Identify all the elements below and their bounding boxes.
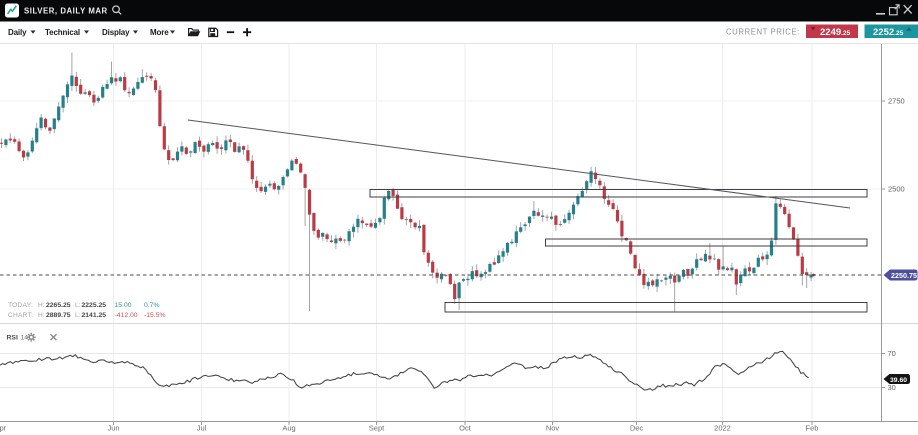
svg-text:SILVER, DAILY MAR: SILVER, DAILY MAR — [24, 6, 108, 15]
svg-text:H:: H: — [38, 312, 45, 319]
svg-text:70: 70 — [888, 349, 896, 358]
svg-text:Display: Display — [102, 28, 130, 37]
svg-text:Aug: Aug — [282, 424, 295, 433]
svg-text:CHART:: CHART: — [8, 312, 33, 319]
svg-text:Jul: Jul — [197, 424, 207, 433]
svg-text:L:: L: — [75, 302, 81, 309]
svg-text:2141.25: 2141.25 — [82, 312, 107, 319]
svg-text:2225.25: 2225.25 — [82, 302, 107, 309]
svg-text:Sept: Sept — [369, 424, 385, 433]
svg-text:2249.25: 2249.25 — [820, 27, 851, 38]
svg-text:More: More — [150, 28, 169, 37]
svg-text:30: 30 — [888, 383, 896, 392]
svg-text:2252.25: 2252.25 — [873, 27, 904, 38]
svg-text:2500: 2500 — [888, 185, 905, 194]
svg-text:RSI: RSI — [7, 335, 18, 342]
svg-text:15.00: 15.00 — [115, 302, 132, 309]
svg-text:Nov: Nov — [546, 424, 560, 433]
svg-text:TODAY:: TODAY: — [8, 302, 33, 309]
svg-text:2265.25: 2265.25 — [46, 302, 71, 309]
svg-text:Technical: Technical — [45, 28, 80, 37]
svg-text:L:: L: — [75, 312, 81, 319]
svg-text:Dec: Dec — [630, 424, 644, 433]
svg-text:14: 14 — [21, 335, 29, 342]
svg-text:2250.75: 2250.75 — [891, 271, 917, 280]
svg-text:0.7%: 0.7% — [144, 302, 160, 309]
svg-text:-412.00: -412.00 — [115, 312, 138, 319]
svg-text:Oct: Oct — [459, 424, 472, 433]
svg-text:-15.5%: -15.5% — [144, 312, 166, 319]
svg-text:Apr: Apr — [0, 424, 7, 433]
svg-text:2750: 2750 — [888, 97, 905, 106]
svg-text:2889.75: 2889.75 — [46, 312, 71, 319]
svg-text:Jun: Jun — [107, 424, 119, 433]
svg-text:Feb: Feb — [806, 424, 819, 433]
svg-text:2022: 2022 — [714, 424, 731, 433]
svg-text:H:: H: — [38, 302, 45, 309]
svg-text:CURRENT PRICE:: CURRENT PRICE: — [726, 28, 800, 37]
svg-text:Daily: Daily — [8, 28, 27, 37]
svg-text:39.60: 39.60 — [890, 377, 907, 384]
